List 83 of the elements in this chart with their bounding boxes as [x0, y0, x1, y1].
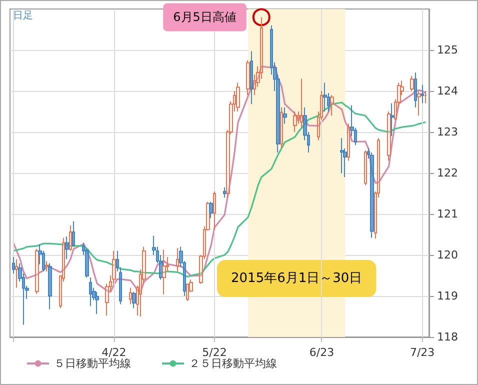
y-tick-label: 119: [437, 290, 458, 302]
candlestick: [69, 224, 72, 252]
y-tick-label: 122: [437, 166, 458, 180]
candlestick: [35, 248, 39, 294]
candlestick: [223, 186, 226, 198]
candlestick: [323, 82, 327, 112]
candlestick: [320, 90, 323, 120]
y-tick-label: 120: [437, 248, 458, 262]
candlestick: [129, 287, 132, 305]
candlestick: [12, 256, 15, 274]
candlestick: [15, 258, 18, 288]
candlestick: [105, 283, 109, 316]
candlestick: [203, 226, 206, 260]
candlestick: [236, 82, 240, 112]
legend-label: ２５日移動平均線: [189, 357, 277, 370]
candlestick: [370, 152, 374, 238]
candlestick: [317, 111, 320, 141]
candlestick: [162, 249, 166, 295]
candlestick: [260, 16, 263, 80]
candlestick: [209, 201, 213, 219]
y-tick-label: 124: [437, 84, 458, 98]
candlestick: [400, 80, 404, 96]
y-tick-label: 123: [437, 126, 458, 138]
candlestick: [374, 190, 377, 240]
candlestick: [300, 78, 303, 128]
y-tick-label: 125: [437, 44, 458, 56]
candlestick: [206, 201, 210, 231]
candlestick: [229, 100, 233, 135]
candlestick: [424, 90, 427, 104]
candlestick: [364, 150, 367, 186]
candlestick: [387, 111, 391, 162]
candlestick: [377, 138, 380, 198]
line-series: [12, 64, 426, 293]
candlestick: [89, 277, 92, 306]
candlestick: [410, 75, 414, 92]
band-label: 2015年6月1日～30日: [231, 271, 362, 286]
candlestick: [48, 262, 52, 310]
candlestick: [213, 190, 216, 231]
candlestick: [233, 90, 236, 112]
candlestick: [142, 246, 146, 284]
x-tick-label: 7/23: [410, 346, 435, 359]
candlestick: [139, 268, 142, 317]
annotation: 6月5日高値: [173, 10, 236, 24]
candlestick: [176, 248, 179, 272]
y-tick-label: 121: [437, 208, 458, 220]
candlestick: [226, 129, 230, 198]
candlestick: [95, 291, 99, 315]
candlestick: [166, 256, 169, 272]
candlestick: [293, 111, 297, 132]
candlestick: [330, 94, 334, 116]
candlestick: [394, 98, 397, 120]
candlestick: [136, 285, 139, 316]
candlestick: [59, 275, 62, 309]
x-tick-label: 4/22: [102, 346, 126, 359]
candlestick: [246, 60, 250, 96]
candlestick: [417, 90, 421, 116]
candlestick: [421, 84, 424, 104]
candlestick: [132, 291, 136, 309]
candlestick: [112, 250, 116, 284]
candlestick: [199, 254, 203, 284]
candlestick: [256, 66, 260, 88]
candlestick: [297, 111, 300, 124]
candlestick: [250, 50, 253, 105]
candlestick: [283, 106, 287, 124]
candlestick: [280, 106, 283, 149]
legend-label: ５日移動平均線: [54, 357, 131, 370]
candlestick: [72, 220, 75, 248]
annotation: 日足: [13, 10, 33, 22]
candlestick: [340, 138, 344, 174]
candlestick: [65, 236, 69, 260]
candlestick: [62, 237, 65, 282]
candlestick: [186, 283, 189, 302]
candlestick: [347, 123, 350, 162]
candlestick: [189, 279, 193, 292]
x-tick-label: 6/23: [309, 346, 334, 359]
candlestick: [45, 260, 49, 272]
candlestick: [397, 82, 401, 108]
candlestick: [109, 275, 112, 292]
candlestick: [390, 102, 394, 137]
candlestick: [414, 72, 417, 108]
y-tick-label: 118: [437, 330, 458, 344]
x-tick-label: 5/22: [202, 346, 227, 359]
candlestick: [253, 74, 256, 96]
